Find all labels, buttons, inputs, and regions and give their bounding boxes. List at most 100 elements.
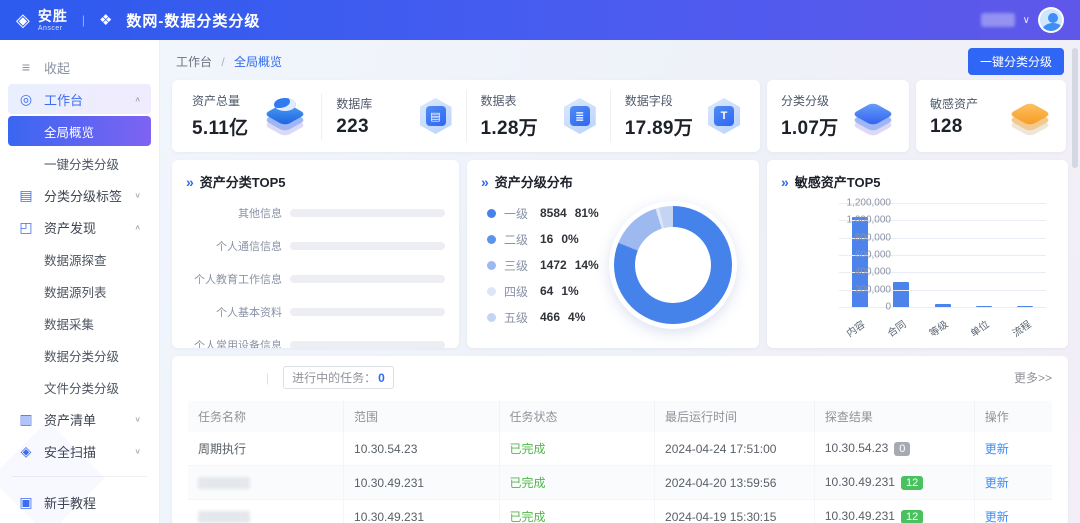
y-axis-tick: 800,000: [854, 232, 891, 244]
panel-title: 资产分级分布: [494, 175, 573, 190]
hbar-track: [290, 341, 445, 348]
hbar-track: [290, 308, 445, 316]
sidebar-item[interactable]: 数据源列表: [8, 276, 151, 306]
breadcrumb-parent[interactable]: 工作台: [176, 54, 213, 69]
breadcrumb: 工作台 / 全局概览: [176, 53, 282, 70]
task-status: 已完成: [509, 510, 546, 523]
sidebar-item-label: 收起: [44, 60, 71, 76]
column-header: 范围: [343, 401, 500, 432]
asset-level-distribution-panel: » 资产分级分布 一级 8584 81% 二级 16 0% 三级 1472 14…: [467, 160, 759, 348]
sidebar-item[interactable]: ◈ 安全扫描 ∨: [8, 436, 151, 466]
asset-category-top5-panel: » 资产分类TOP5 其他信息 个人通信信息 个人教育工作信息 个人基本资料 个…: [172, 160, 459, 348]
sidebar-item[interactable]: ≡ 收起: [8, 52, 151, 82]
y-axis-tick: 0: [885, 301, 891, 313]
one-click-classify-button[interactable]: 一键分类分级: [967, 47, 1064, 75]
hbar-row: 个人基本资料: [186, 304, 445, 320]
legend-item[interactable]: 四级 64 1%: [487, 283, 609, 300]
chevron-down-icon[interactable]: ∨: [1022, 14, 1030, 26]
sidebar-item[interactable]: ◰ 资产发现 ∧: [8, 212, 151, 242]
legend-count: 64: [540, 284, 554, 298]
brand-subname: Anscer: [37, 24, 63, 32]
update-link[interactable]: 更新: [984, 476, 1009, 490]
chevron-icon: ∨: [134, 190, 141, 199]
sidebar-item-label: 分类分级标签: [44, 188, 123, 204]
sensitive-asset-top5-panel: » 敏感资产TOP5 1,200,000 1,000,000 800,000 600,…: [767, 160, 1068, 348]
legend-item[interactable]: 五级 466 4%: [487, 309, 609, 326]
update-link[interactable]: 更新: [984, 442, 1009, 456]
table-row[interactable]: 10.30.49.231 已完成 2024-04-19 15:30:15 10.…: [188, 499, 1052, 523]
gridline: [839, 307, 1046, 308]
legend-item[interactable]: 一级 8584 81%: [487, 205, 609, 222]
legend-percent: 0%: [561, 232, 579, 246]
task-time: 2024-04-19 15:30:15: [654, 499, 815, 523]
x-axis-label: 等级: [927, 319, 951, 340]
legend-item[interactable]: 二级 16 0%: [487, 231, 609, 248]
sensitive-stack-icon: [1008, 96, 1052, 137]
sidebar-item-label: 资产发现: [44, 220, 97, 236]
result-ip: 10.30.49.231: [824, 509, 895, 523]
y-axis-tick: 1,000,000: [846, 214, 892, 226]
result-count-badge: 0: [894, 442, 911, 456]
gridline: [839, 272, 1046, 274]
page-scrollbar[interactable]: [1072, 48, 1078, 168]
x-axis-label: 合同: [886, 319, 909, 340]
sidebar-item[interactable]: 文件分类分级: [8, 372, 151, 402]
main-content: 工作台 / 全局概览 一键分类分级 资产总量 5.11亿 数据库 223 ▤: [160, 40, 1080, 523]
header-divider: |: [81, 13, 85, 27]
stat-value: 17.89万: [624, 118, 694, 139]
running-tasks-box: 进行中的任务： 0: [283, 366, 394, 389]
tags-icon: ▤: [19, 186, 33, 203]
legend-name: 二级: [504, 232, 529, 247]
stat-label: 敏感资产: [930, 96, 979, 111]
sidebar-item[interactable]: 全局概览: [8, 116, 151, 146]
sidebar-item-label: 安全扫描: [44, 444, 97, 460]
sidebar-item-label: 数据源列表: [44, 285, 107, 300]
sidebar-item[interactable]: ◎ 工作台 ∧: [8, 84, 151, 114]
gridline: [839, 289, 1046, 291]
bar: [975, 306, 992, 307]
y-axis-tick: 200,000: [854, 284, 891, 296]
sidebar-item[interactable]: 数据源探查: [8, 244, 151, 274]
task-scope: 10.30.49.231: [343, 499, 500, 523]
sidebar-item-label: 文件分类分级: [44, 381, 120, 396]
chevron-icon: ∧: [134, 94, 141, 103]
gridline: [839, 203, 1046, 204]
brand: 安胜 Anscer: [38, 9, 68, 32]
legend-item[interactable]: 三级 1472 14%: [487, 257, 609, 274]
sidebar-item[interactable]: ▣ 新手教程: [8, 487, 151, 517]
stat-label: 数据库: [336, 96, 373, 111]
stat-metric: 数据字段 17.89万 T: [609, 90, 754, 142]
stat-label: 分类分级: [781, 94, 830, 108]
table-row[interactable]: 10.30.49.231 已完成 2024-04-20 13:59:56 10.…: [188, 465, 1052, 500]
task-scope: 10.30.49.231: [343, 465, 500, 500]
sidebar-item[interactable]: ▥ 资产清单 ∨: [8, 404, 151, 434]
legend-dot-icon: [487, 260, 496, 270]
chevron-icon: ∧: [134, 222, 141, 231]
asset-discovery-icon: ◰: [19, 218, 33, 235]
sidebar-item-label: 数据采集: [44, 317, 95, 332]
table-row[interactable]: 周期执行 10.30.54.23 已完成 2024-04-24 17:51:00…: [188, 432, 1052, 466]
sidebar-item-label: 全局概览: [44, 125, 95, 140]
hbar-track: [290, 209, 445, 217]
sidebar-item[interactable]: 数据分类分级: [8, 340, 151, 370]
update-link[interactable]: 更新: [984, 510, 1009, 523]
more-link[interactable]: 更多>>: [1013, 371, 1052, 385]
stat-metric: 数据库 223 ▤: [321, 92, 465, 140]
y-axis-tick: 1,200,000: [846, 197, 892, 209]
hbar-label: 个人通信信息: [216, 241, 282, 253]
sidebar-item[interactable]: ▤ 分类分级标签 ∨: [8, 180, 151, 210]
legend-dot-icon: [487, 208, 496, 218]
workbench-icon: ◎: [19, 90, 33, 107]
hbar-track: [290, 242, 445, 250]
task-scope: 10.30.54.23: [343, 432, 500, 466]
sensitive-card: 敏感资产 128: [916, 80, 1066, 152]
sidebar-item-label: 数据分类分级: [44, 349, 120, 364]
sidebar-item[interactable]: 一键分类分级: [8, 148, 151, 178]
sidebar-item[interactable]: 数据采集: [8, 308, 151, 338]
avatar[interactable]: [1038, 7, 1064, 33]
classified-card: 分类分级 1.07万: [767, 80, 909, 152]
stat-value: 223: [336, 115, 369, 137]
x-axis-label: 单位: [969, 319, 992, 340]
stats-summary-card: 资产总量 5.11亿 数据库 223 ▤ 数据表 1.28万 ≣ 数据字段: [172, 80, 760, 152]
panel-arrow-icon: »: [186, 173, 194, 190]
